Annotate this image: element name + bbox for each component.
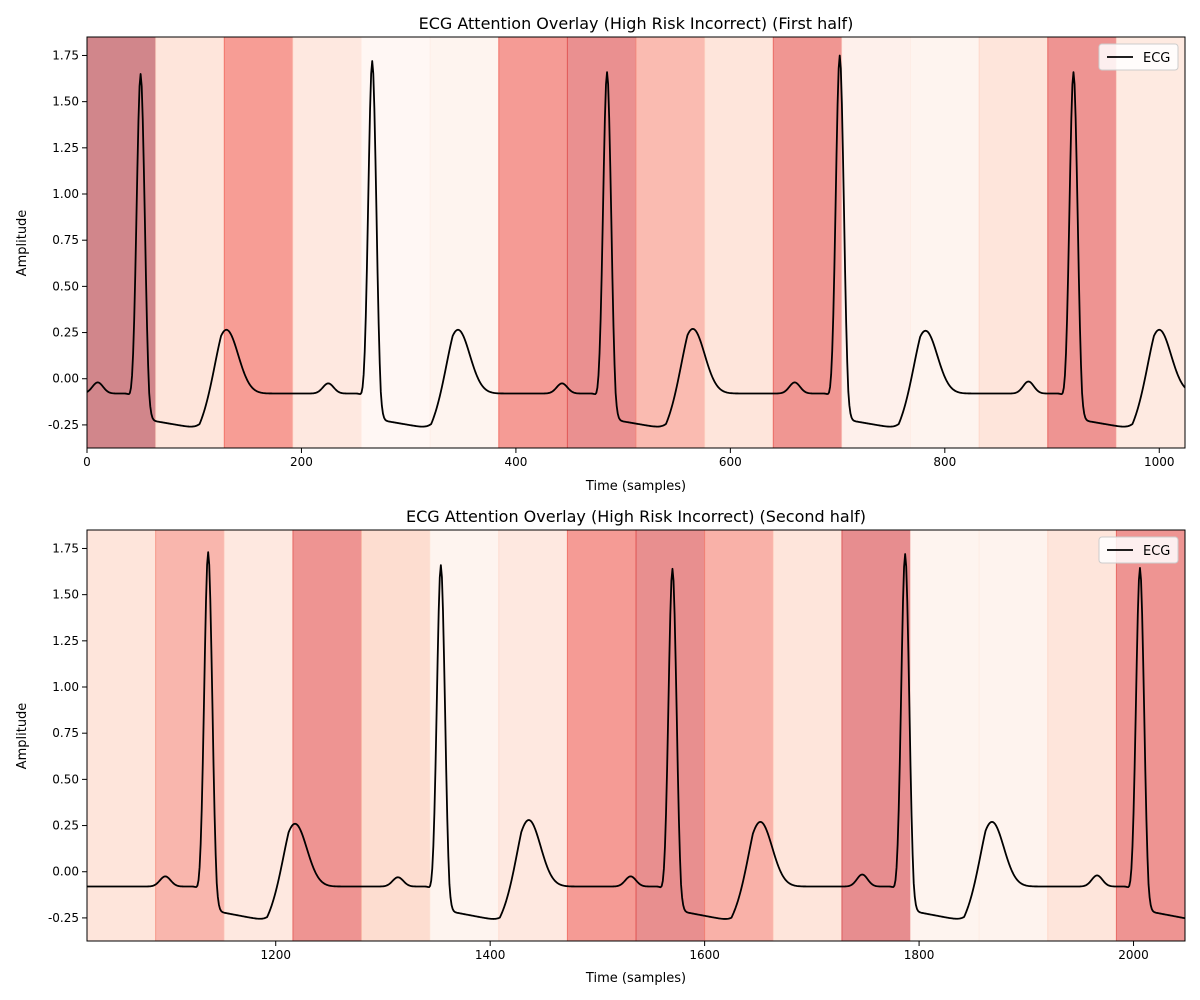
attention-band bbox=[773, 530, 842, 941]
y-tick-label: 0.75 bbox=[52, 233, 79, 247]
y-tick-label: 0.25 bbox=[52, 326, 79, 340]
attention-band bbox=[430, 530, 499, 941]
attention-band bbox=[910, 37, 980, 448]
attention-overlay bbox=[86, 530, 1185, 941]
chart-title: ECG Attention Overlay (High Risk Incorre… bbox=[419, 14, 854, 33]
y-tick-label: -0.25 bbox=[48, 911, 79, 925]
attention-band bbox=[430, 37, 499, 448]
y-tick-label: 1.25 bbox=[52, 634, 79, 648]
legend: ECG bbox=[1098, 43, 1179, 71]
x-tick-label: 0 bbox=[83, 455, 91, 469]
legend-label: ECG bbox=[1143, 51, 1170, 66]
y-axis-label: Amplitude bbox=[15, 210, 30, 277]
attention-band bbox=[704, 37, 774, 448]
attention-band bbox=[224, 37, 293, 448]
attention-band bbox=[87, 37, 156, 448]
x-tick-label: 200 bbox=[290, 455, 313, 469]
attention-band bbox=[567, 530, 636, 941]
chart-panel-first-half: ECG Attention Overlay (High Risk Incorre… bbox=[15, 14, 1186, 494]
attention-band bbox=[910, 530, 980, 941]
attention-band bbox=[841, 530, 911, 941]
attention-band bbox=[704, 530, 774, 941]
attention-band bbox=[979, 37, 1048, 448]
y-tick-label: 1.50 bbox=[52, 95, 79, 109]
attention-band bbox=[292, 530, 362, 941]
y-tick-label: 0.50 bbox=[52, 279, 79, 293]
x-tick-label: 1200 bbox=[260, 948, 291, 962]
x-tick-label: 1600 bbox=[689, 948, 720, 962]
x-tick-label: 1000 bbox=[1144, 455, 1175, 469]
attention-band bbox=[979, 530, 1048, 941]
chart-title: ECG Attention Overlay (High Risk Incorre… bbox=[406, 507, 866, 526]
attention-band bbox=[1116, 37, 1185, 448]
attention-band bbox=[1116, 530, 1185, 941]
y-tick-label: 0.50 bbox=[52, 772, 79, 786]
y-axis-label: Amplitude bbox=[15, 703, 30, 770]
x-tick-label: 400 bbox=[504, 455, 527, 469]
attention-band bbox=[155, 37, 225, 448]
y-tick-label: 0.00 bbox=[52, 865, 79, 879]
ecg-line bbox=[86, 54, 1186, 428]
x-tick-label: 600 bbox=[719, 455, 742, 469]
y-tick-label: 1.00 bbox=[52, 680, 79, 694]
y-axis-ticks: -0.25 0.00 0.25 0.50 0.75 1.00 1.25 1.50 1.75 bbox=[48, 541, 87, 925]
attention-band bbox=[292, 37, 362, 448]
plot-frame bbox=[86, 36, 1186, 449]
ecg-line bbox=[87, 551, 1186, 920]
attention-band bbox=[1047, 530, 1117, 941]
y-tick-label: 1.00 bbox=[52, 187, 79, 201]
x-tick-label: 1400 bbox=[475, 948, 506, 962]
attention-band bbox=[361, 530, 431, 941]
y-tick-label: 1.50 bbox=[52, 588, 79, 602]
x-axis-label: Time (samples) bbox=[585, 479, 686, 494]
y-tick-label: 1.75 bbox=[52, 48, 79, 62]
x-tick-label: 2000 bbox=[1118, 948, 1149, 962]
legend: ECG bbox=[1098, 536, 1179, 564]
x-tick-label: 800 bbox=[933, 455, 956, 469]
attention-band bbox=[773, 37, 842, 448]
x-tick-label: 1800 bbox=[904, 948, 935, 962]
y-tick-label: 0.00 bbox=[52, 372, 79, 386]
attention-band bbox=[498, 37, 568, 448]
chart-panel-second-half: ECG Attention Overlay (High Risk Incorre… bbox=[15, 507, 1186, 986]
y-tick-label: 1.75 bbox=[52, 541, 79, 555]
attention-band bbox=[155, 530, 225, 941]
x-axis-ticks: 1200 1400 1600 1800 2000 bbox=[260, 941, 1149, 962]
y-tick-label: 0.75 bbox=[52, 726, 79, 740]
legend-label: ECG bbox=[1143, 544, 1170, 559]
plot-frame bbox=[86, 529, 1186, 942]
y-tick-label: -0.25 bbox=[48, 418, 79, 432]
y-tick-label: 1.25 bbox=[52, 141, 79, 155]
y-tick-label: 0.25 bbox=[52, 819, 79, 833]
y-axis-ticks: -0.25 0.00 0.25 0.50 0.75 1.00 1.25 1.50 1.75 bbox=[48, 48, 87, 432]
x-axis-ticks: 0 200 400 600 800 1000 bbox=[83, 448, 1175, 469]
attention-band bbox=[498, 530, 568, 941]
attention-band bbox=[224, 530, 293, 941]
attention-band bbox=[636, 37, 705, 448]
x-axis-label: Time (samples) bbox=[585, 971, 686, 986]
legend-box bbox=[1098, 536, 1179, 564]
attention-band bbox=[841, 37, 911, 448]
attention-overlay bbox=[86, 37, 1185, 448]
attention-band bbox=[87, 530, 156, 941]
legend-box bbox=[1098, 43, 1179, 71]
attention-band bbox=[361, 37, 431, 448]
